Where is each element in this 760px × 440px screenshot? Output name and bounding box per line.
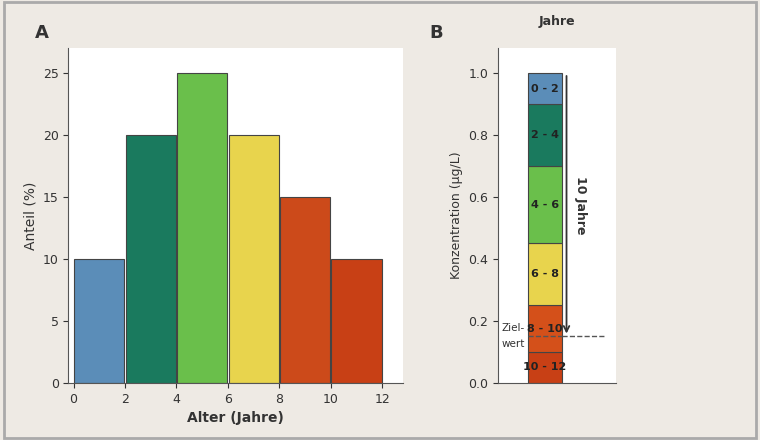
Bar [229,135,279,383]
Text: 4 - 6: 4 - 6 [530,200,559,210]
Text: B: B [429,24,443,42]
Bar [528,104,562,166]
Bar [528,352,562,383]
X-axis label: Alter (Jahre): Alter (Jahre) [187,411,284,425]
Bar [125,135,176,383]
Text: 2 - 4: 2 - 4 [531,130,559,140]
Text: 0 - 2: 0 - 2 [531,84,559,94]
Bar [528,305,562,352]
Bar [280,197,330,383]
Bar [177,73,227,383]
Text: 10 - 12: 10 - 12 [524,362,566,372]
Y-axis label: Anteil (%): Anteil (%) [24,181,37,250]
Bar [528,243,562,305]
Text: wert: wert [501,339,524,349]
Bar [331,259,382,383]
Bar [528,166,562,243]
Text: 10 Jahre: 10 Jahre [574,176,587,234]
Bar [74,259,125,383]
Text: 6 - 8: 6 - 8 [531,269,559,279]
Y-axis label: Konzentration (μg/L): Konzentration (μg/L) [449,152,463,279]
Bar [528,73,562,104]
Text: 8 - 10: 8 - 10 [527,323,562,334]
Text: Jahre: Jahre [538,15,575,28]
Text: Ziel-: Ziel- [502,323,524,333]
Text: A: A [35,24,49,42]
